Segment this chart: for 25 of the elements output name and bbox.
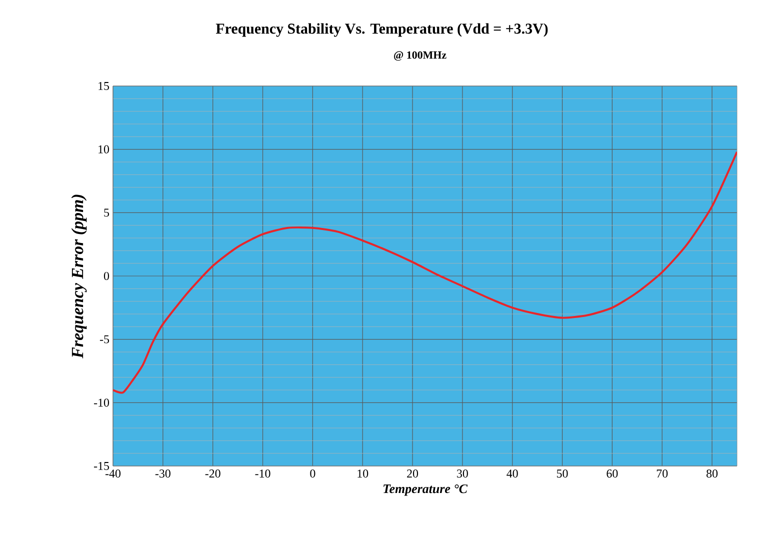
y-tick-label: 10 (98, 145, 110, 154)
chart-subtitle: @ 100MHz (394, 51, 446, 61)
x-tick-label: -10 (255, 470, 270, 478)
y-tick-label: 15 (98, 82, 110, 90)
y-tick-label: 5 (104, 208, 110, 217)
x-tick-label: -20 (205, 470, 220, 478)
x-tick-label: -30 (155, 470, 170, 478)
x-axis-title: Temperature °C (383, 484, 468, 496)
y-tick-label: -15 (94, 462, 110, 470)
y-axis-title: Frequency Error (ppm) (71, 194, 87, 358)
y-tick-label: -5 (100, 335, 110, 344)
x-tick-label: 20 (407, 470, 418, 478)
x-tick-label: 80 (706, 470, 718, 478)
x-tick-label: 60 (606, 470, 618, 478)
x-tick-label: -40 (105, 470, 121, 478)
y-tick-label: 0 (104, 272, 110, 280)
x-tick-label: 50 (556, 470, 568, 478)
x-tick-label: 10 (358, 470, 368, 478)
x-tick-label: 40 (506, 470, 518, 478)
y-tick-label: -10 (94, 398, 110, 407)
x-tick-label: 0 (310, 470, 316, 478)
line-series (113, 150, 738, 394)
chart-title: Frequency Stability Vs. Temperature (Vdd = +3.3V) (216, 23, 548, 37)
x-tick-label: 70 (656, 470, 668, 478)
x-tick-label: 30 (457, 470, 468, 478)
